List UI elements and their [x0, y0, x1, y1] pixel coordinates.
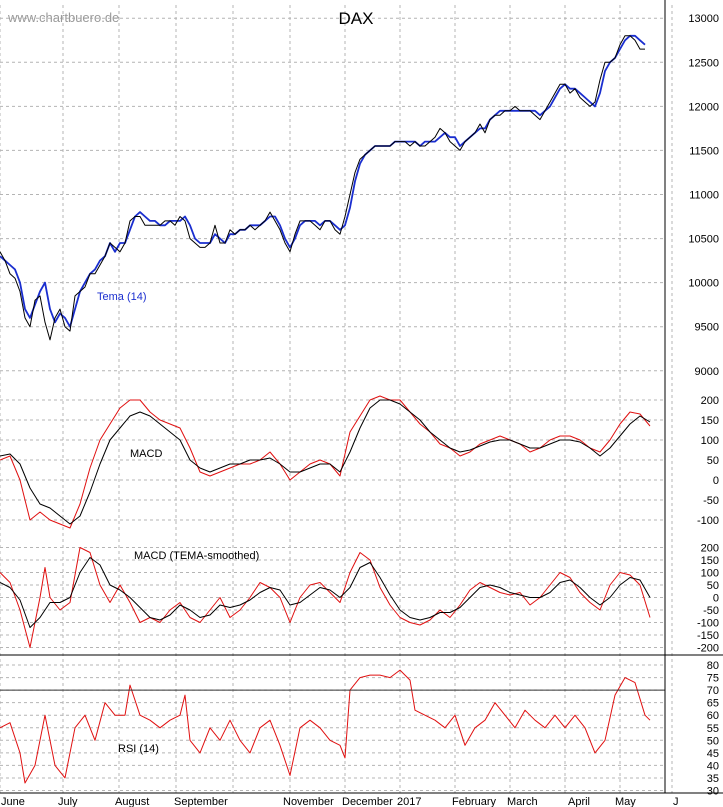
y-tick-label: 80 — [707, 660, 719, 672]
y-tick-label: 50 — [707, 580, 719, 592]
y-tick-label: 11000 — [689, 190, 719, 202]
y-tick-label: 70 — [707, 685, 719, 697]
y-tick-label: 10500 — [688, 234, 719, 246]
y-tick-label: 12000 — [688, 101, 719, 113]
y-tick-label: 30 — [707, 785, 719, 797]
series-line-macd-tema-black — [0, 557, 651, 628]
y-tick-label: 55 — [707, 723, 719, 735]
y-tick-label: 200 — [701, 543, 719, 555]
series-line-price-dax — [0, 35, 645, 341]
macd-label: MACD — [130, 448, 162, 460]
y-tick-label: 50 — [707, 455, 719, 467]
x-tick-label: November — [283, 796, 334, 807]
series-line-macd-black — [0, 399, 651, 525]
y-tick-label: 9000 — [695, 366, 719, 378]
y-tick-label: 10000 — [688, 278, 719, 290]
x-tick-label: September — [174, 796, 228, 807]
chart-title: DAX — [339, 9, 374, 28]
y-tick-label: 35 — [707, 773, 719, 785]
y-tick-label: 45 — [707, 748, 719, 760]
y-tick-label: 9500 — [695, 322, 719, 334]
y-tick-label: 13000 — [688, 13, 719, 25]
y-tick-label: -50 — [703, 605, 719, 617]
y-tick-label: 150 — [701, 555, 719, 567]
y-tick-label: -100 — [697, 515, 719, 527]
y-tick-label: -200 — [697, 643, 719, 655]
y-tick-label: 50 — [707, 735, 719, 747]
x-tick-label: June — [1, 796, 25, 807]
y-tick-label: 40 — [707, 760, 719, 772]
x-tick-label: July — [58, 796, 78, 807]
rsi-label: RSI (14) — [118, 743, 159, 755]
y-tick-label: 100 — [701, 568, 719, 580]
y-tick-label: 0 — [713, 475, 719, 487]
y-tick-label: 75 — [707, 673, 719, 685]
y-tick-label: -100 — [697, 618, 719, 630]
y-tick-label: 65 — [707, 698, 719, 710]
y-tick-label: -50 — [703, 495, 719, 507]
x-tick-label: J — [673, 796, 679, 807]
grid-lines — [0, 5, 673, 793]
x-tick-label: August — [115, 796, 149, 807]
macd-tema-label: MACD (TEMA-smoothed) — [134, 550, 259, 562]
y-tick-label: 0 — [713, 593, 719, 605]
y-tick-label: 60 — [707, 710, 719, 722]
x-tick-label: December — [342, 796, 393, 807]
x-tick-label: 2017 — [397, 796, 421, 807]
series-layer — [0, 34, 651, 784]
y-tick-label: 11500 — [689, 145, 719, 157]
y-tick-label: -150 — [697, 630, 719, 642]
y-tick-label: 200 — [701, 395, 719, 407]
tema-label: Tema (14) — [97, 291, 147, 303]
x-tick-label: March — [507, 796, 538, 807]
y-tick-label: 100 — [701, 435, 719, 447]
x-tick-label: February — [452, 796, 497, 807]
series-line-macd-red — [0, 395, 651, 529]
x-tick-label: April — [568, 796, 590, 807]
y-tick-label: 12500 — [688, 57, 719, 69]
watermark: www.chartbuero.de — [7, 10, 119, 25]
y-tick-label: 150 — [701, 415, 719, 427]
x-tick-label: May — [615, 796, 636, 807]
series-line-rsi-rsi-14- — [0, 669, 651, 784]
